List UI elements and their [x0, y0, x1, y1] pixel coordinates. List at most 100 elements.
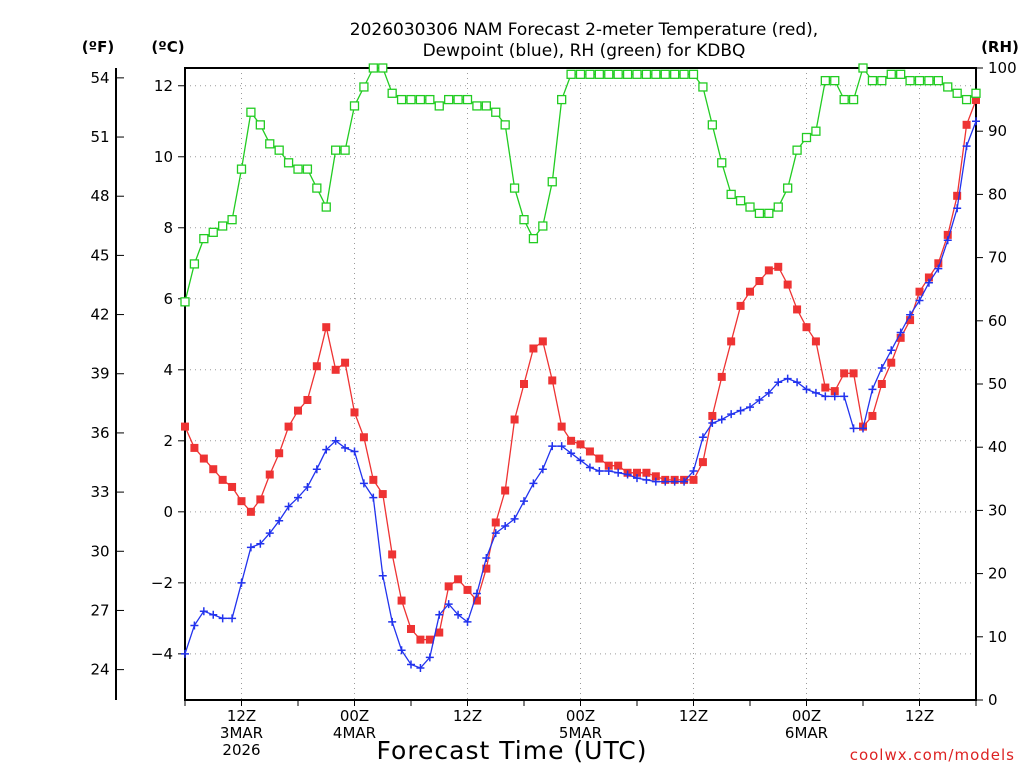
celsius-unit-label: (ºC) [151, 38, 184, 56]
temperature-point [397, 596, 406, 605]
rh-point [717, 158, 727, 168]
temperature-point [567, 436, 576, 445]
dewpoint-point [520, 497, 528, 506]
temperature-point [312, 362, 321, 371]
rh-point [971, 88, 981, 98]
dewpoint-point [199, 607, 208, 616]
dewpoint-point [642, 475, 651, 484]
temperature-point [736, 301, 745, 310]
dewpoint-point [661, 477, 670, 486]
temperature-point [407, 624, 415, 633]
temperature-point [802, 323, 811, 332]
dewpoint-point [595, 466, 604, 475]
temperature-point [962, 120, 971, 129]
temperature-point [425, 635, 434, 644]
dewpoint-point [538, 465, 547, 474]
dewpoint-point [275, 516, 284, 525]
rh-point [406, 94, 416, 105]
dewpoint-point [435, 610, 444, 619]
rh-point [943, 82, 953, 92]
rh-point [180, 297, 190, 307]
rh-point [839, 94, 849, 105]
fahrenheit-unit-label: (ºF) [82, 38, 114, 56]
dewpoint-point [463, 617, 472, 626]
rh-point [848, 94, 859, 105]
dewpoint-point [727, 410, 736, 419]
temperature-point [811, 337, 820, 346]
rh-point [274, 145, 284, 155]
rh-tick-label: 30 [988, 501, 1007, 519]
dewpoint-point [877, 364, 886, 373]
rh-tick-label: 50 [988, 375, 1007, 393]
temperature-point [953, 191, 962, 200]
x-tick-label: 12Z [679, 707, 708, 725]
temperature-point [350, 408, 359, 417]
rh-unit-label: (RH) [981, 38, 1019, 56]
dewpoint-point [265, 529, 274, 538]
rh-point [462, 94, 473, 105]
temperature-point [228, 482, 237, 491]
rh-tick-label: 10 [988, 628, 1007, 646]
celsius-tick-label: −4 [151, 645, 173, 663]
dewpoint-point [793, 378, 802, 387]
rh-point [632, 69, 642, 79]
temperature-point [896, 333, 905, 342]
temperature-point [369, 475, 378, 484]
temperature-point [689, 475, 698, 484]
rh-point [924, 75, 934, 86]
dewpoint-point [811, 388, 820, 397]
rh-tick-label: 60 [988, 312, 1007, 330]
temperature-point [341, 358, 350, 367]
dewpoint-point [472, 589, 481, 598]
dewpoint-point [953, 204, 962, 213]
dewpoint-point [689, 466, 698, 475]
temperature-point [482, 564, 491, 573]
temperature-point [294, 406, 302, 415]
dewpoint-point [924, 278, 933, 287]
rh-point [933, 75, 943, 86]
dewpoint-point [755, 395, 764, 404]
rh-point [914, 75, 925, 86]
temperature-point [585, 447, 594, 456]
temperature-point [764, 266, 773, 275]
credit-label: coolwx.com/models [850, 746, 1015, 764]
rh-point [594, 69, 604, 79]
temperature-point [604, 461, 613, 470]
temperature-point [906, 316, 915, 325]
rh-point [622, 69, 633, 79]
rh-point [585, 69, 595, 79]
dewpoint-point [746, 403, 754, 412]
rh-point [349, 101, 360, 111]
temperature-point [463, 585, 472, 594]
rh-point [199, 233, 209, 244]
temperature-point [849, 369, 858, 378]
rh-point [575, 69, 586, 79]
rh-point [830, 75, 840, 86]
temperature-point [708, 411, 717, 420]
dewpoint-point [651, 477, 660, 486]
temperature-point [181, 422, 189, 431]
rh-point [312, 183, 322, 193]
rh-tick-label: 40 [988, 438, 1007, 456]
dewpoint-point [397, 646, 406, 655]
rh-point [293, 164, 303, 174]
temperature-point [444, 582, 453, 591]
x-tick-label: 00Z [340, 707, 369, 725]
temperature-point [265, 470, 274, 479]
axis-ticks: −4−2024681012242730333639424548515401020… [90, 59, 1016, 759]
rh-point [557, 94, 567, 105]
temperature-point [877, 380, 886, 388]
temperature-point [774, 262, 783, 271]
rh-point [509, 183, 520, 193]
dewpoint-point [821, 392, 830, 401]
rh-point [387, 88, 397, 98]
dewpoint-point [623, 470, 632, 479]
fahrenheit-tick-label: 45 [90, 246, 109, 264]
rh-point [660, 69, 670, 79]
rh-point [952, 88, 962, 98]
dewpoint-point [708, 419, 717, 428]
dewpoint-point [604, 466, 613, 475]
dewpoint-point [322, 445, 331, 454]
dewpoint-point [209, 610, 218, 619]
